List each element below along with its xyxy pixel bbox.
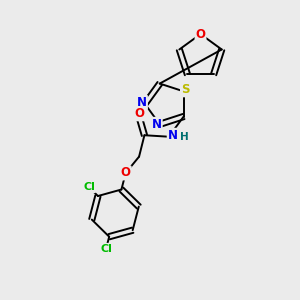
- Text: N: N: [152, 118, 162, 131]
- Text: H: H: [180, 132, 189, 142]
- Text: Cl: Cl: [100, 244, 112, 254]
- Text: O: O: [121, 167, 131, 179]
- Text: S: S: [181, 83, 189, 96]
- Text: O: O: [196, 28, 206, 40]
- Text: O: O: [134, 107, 144, 120]
- Text: N: N: [168, 129, 178, 142]
- Text: N: N: [137, 96, 147, 109]
- Text: Cl: Cl: [83, 182, 95, 192]
